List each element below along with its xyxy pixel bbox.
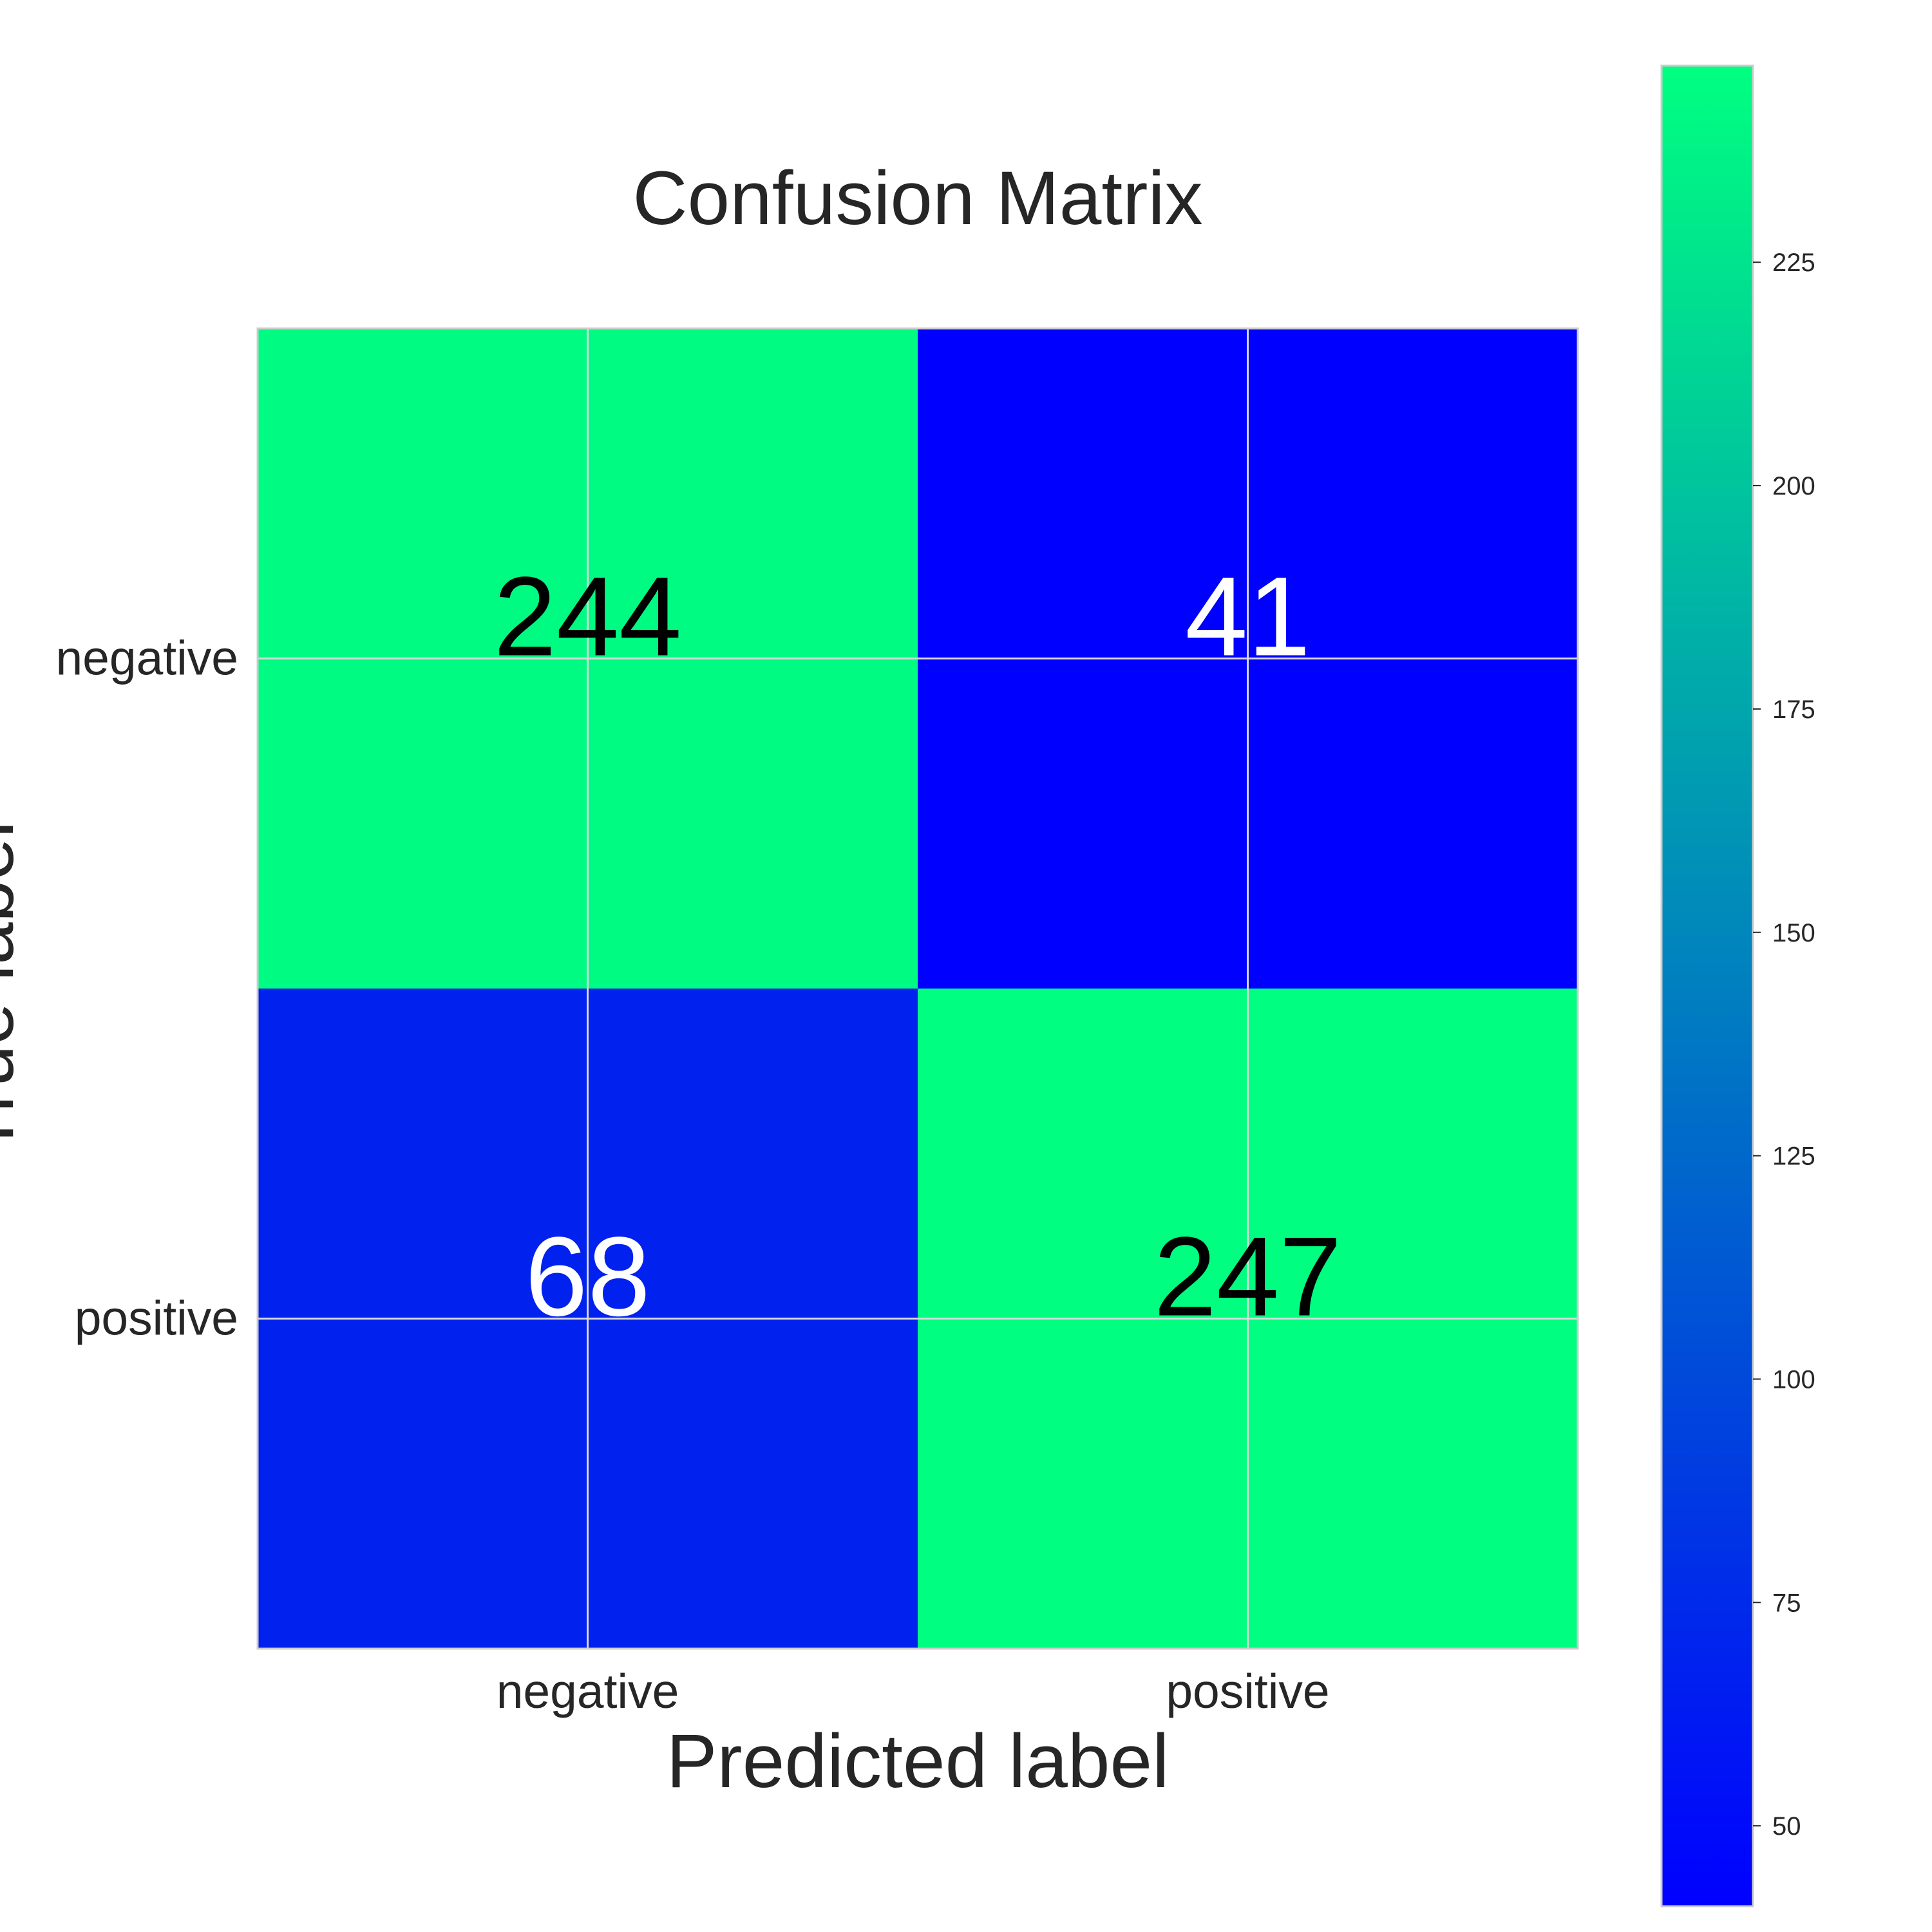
colorbar-tick-label: 100 — [1772, 1365, 1815, 1394]
y-tick-label: positive — [75, 1291, 238, 1345]
colorbar-tick-label: 50 — [1772, 1812, 1801, 1841]
x-tick-label: positive — [1166, 1664, 1329, 1718]
chart-title: Confusion Matrix — [632, 156, 1202, 241]
colorbar-tick-label: 200 — [1772, 472, 1815, 500]
x-tick-labels: negative positive — [497, 1664, 1330, 1718]
colorbar-tick-label: 125 — [1772, 1142, 1815, 1171]
grid-lines — [258, 328, 1578, 1649]
colorbar-tick-label: 150 — [1772, 919, 1815, 947]
x-axis-label: Predicted label — [667, 1719, 1170, 1804]
colorbar-tick-label: 75 — [1772, 1589, 1801, 1617]
y-tick-labels: negative positive — [55, 631, 238, 1345]
matrix-cells — [258, 328, 1578, 1649]
plot-frame — [256, 327, 1579, 1650]
colorbar-tick-label: 175 — [1772, 696, 1815, 724]
cell-value-label: 68 — [525, 1215, 650, 1340]
cell-value-labels: 244 41 68 247 — [494, 554, 1342, 1340]
y-tick-label: negative — [55, 631, 238, 685]
cell-value-label: 247 — [1154, 1215, 1342, 1340]
x-tick-label: negative — [497, 1664, 679, 1718]
colorbar-tick-label: 225 — [1772, 249, 1815, 277]
colorbar — [1660, 64, 1754, 1908]
colorbar-tick-labels: 50 75 100 125 150 175 200 225 — [1753, 249, 1815, 1841]
cell-value-label: 41 — [1185, 554, 1311, 680]
y-axis-label: True label — [0, 821, 30, 1156]
cell-value-label: 244 — [494, 554, 682, 680]
